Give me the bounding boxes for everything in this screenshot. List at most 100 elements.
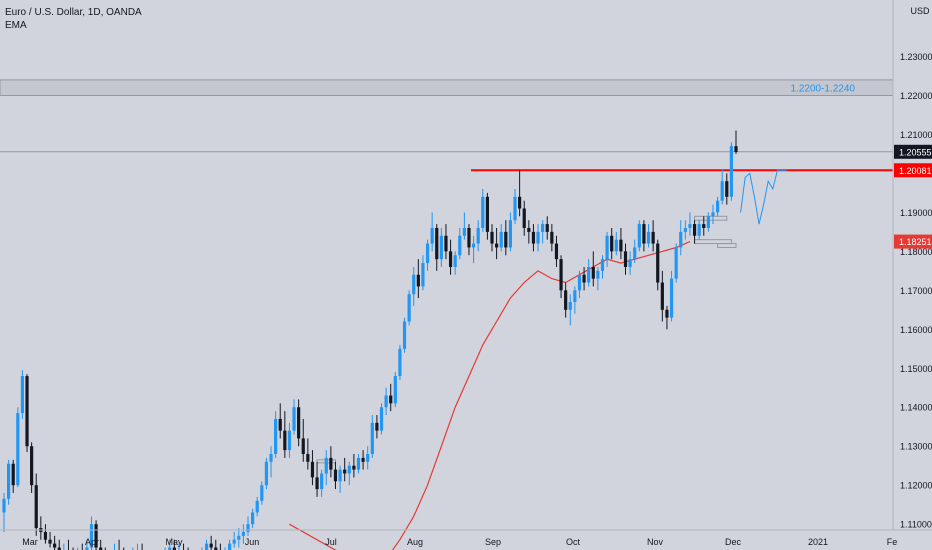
demand-box bbox=[694, 239, 732, 245]
candle-body bbox=[669, 278, 674, 318]
candle-body bbox=[554, 243, 559, 260]
candle-body bbox=[646, 231, 651, 244]
ema-line bbox=[289, 241, 691, 550]
candle-body bbox=[264, 461, 269, 486]
candle-body bbox=[637, 224, 641, 248]
time-tick-label: Jun bbox=[245, 537, 260, 547]
candle-body bbox=[255, 500, 259, 513]
candle-body bbox=[370, 422, 374, 455]
last-price-badge: 1.20555 bbox=[899, 147, 932, 157]
candle-body bbox=[375, 422, 379, 431]
demand-box bbox=[717, 243, 737, 248]
indicator-label[interactable]: EMA bbox=[5, 20, 27, 31]
price-tick-label: 1.23000 bbox=[900, 52, 932, 62]
candle-body bbox=[301, 438, 305, 455]
symbol-title[interactable]: Euro / U.S. Dollar, 1D, OANDA bbox=[5, 7, 142, 18]
candle-body bbox=[209, 543, 213, 548]
candle-body bbox=[287, 430, 292, 451]
candle-body bbox=[444, 235, 448, 252]
time-tick-label: Jul bbox=[325, 537, 337, 547]
candle-body bbox=[366, 454, 370, 462]
candle-body bbox=[720, 181, 724, 201]
candle-body bbox=[614, 239, 618, 252]
candle-body bbox=[274, 418, 278, 455]
time-tick-label: Apr bbox=[85, 537, 99, 547]
candle-body bbox=[338, 469, 342, 482]
candle-body bbox=[30, 446, 34, 486]
candle-body bbox=[476, 227, 480, 244]
candle-body bbox=[379, 407, 384, 431]
candle-body bbox=[320, 473, 324, 490]
candle-body bbox=[485, 196, 489, 232]
candle-body bbox=[283, 430, 287, 451]
candle-body bbox=[577, 274, 582, 291]
candle-body bbox=[706, 216, 710, 228]
candle-body bbox=[508, 220, 513, 248]
candle-body bbox=[2, 498, 6, 513]
candle-body bbox=[421, 263, 425, 287]
candle-body bbox=[656, 243, 660, 283]
candle-body bbox=[292, 407, 296, 431]
candle-body bbox=[600, 259, 605, 271]
candle-body bbox=[711, 212, 715, 217]
candle-body bbox=[57, 547, 61, 550]
candle-body bbox=[633, 247, 637, 260]
candle-body bbox=[651, 231, 655, 244]
candle-body bbox=[43, 531, 48, 540]
projection-path bbox=[740, 169, 787, 225]
candle-body bbox=[315, 477, 319, 490]
price-tick-label: 1.16000 bbox=[900, 325, 932, 335]
candle-body bbox=[679, 231, 683, 248]
candle-body bbox=[504, 231, 508, 248]
candle-body bbox=[53, 543, 57, 548]
price-tick-label: 1.11000 bbox=[900, 520, 932, 530]
candle-body bbox=[89, 524, 94, 548]
candle-body bbox=[269, 454, 273, 462]
candle-body bbox=[7, 463, 11, 499]
candle-body bbox=[214, 547, 218, 550]
candle-body bbox=[467, 227, 471, 248]
candle-body bbox=[407, 294, 411, 322]
time-tick-label: May bbox=[165, 537, 183, 547]
price-axis-bg bbox=[893, 0, 932, 550]
candle-body bbox=[628, 259, 632, 267]
candle-body bbox=[85, 547, 89, 550]
candle-body bbox=[241, 531, 245, 536]
candle-body bbox=[715, 200, 720, 213]
candle-body bbox=[453, 255, 457, 267]
price-tick-label: 1.13000 bbox=[900, 442, 932, 452]
candle-body bbox=[11, 463, 15, 486]
time-tick-label: Sep bbox=[485, 537, 501, 547]
candle-body bbox=[204, 543, 209, 550]
last-price-badge-bg bbox=[894, 144, 932, 159]
candle-body bbox=[237, 535, 241, 540]
zone-box bbox=[0, 79, 894, 96]
candle-body bbox=[227, 543, 232, 550]
candle-body bbox=[665, 309, 669, 318]
candle-body bbox=[564, 290, 568, 310]
candle-body bbox=[329, 457, 333, 470]
candle-body bbox=[333, 469, 338, 482]
candle-body bbox=[251, 512, 255, 525]
resistance-badge-bg bbox=[894, 163, 932, 178]
candle-body bbox=[343, 469, 347, 474]
candle-body bbox=[356, 457, 361, 470]
candle-body bbox=[527, 227, 531, 232]
candle-body bbox=[582, 274, 586, 283]
candle-body bbox=[660, 282, 664, 310]
candle-body bbox=[278, 418, 282, 431]
price-tick-label: 1.19000 bbox=[900, 208, 932, 218]
candle-body bbox=[462, 227, 466, 236]
candle-body bbox=[94, 524, 98, 548]
candle-body bbox=[536, 231, 540, 244]
candle-body bbox=[596, 270, 600, 279]
price-tick-label: 1.22000 bbox=[900, 91, 932, 101]
candle-body bbox=[734, 146, 738, 152]
ema-badge-bg bbox=[894, 234, 932, 249]
candle-body bbox=[306, 454, 310, 462]
price-tick-label: 1.17000 bbox=[900, 286, 932, 296]
price-tick-label: 1.21000 bbox=[900, 130, 932, 140]
candle-body bbox=[458, 235, 462, 256]
candle-body bbox=[361, 457, 365, 462]
